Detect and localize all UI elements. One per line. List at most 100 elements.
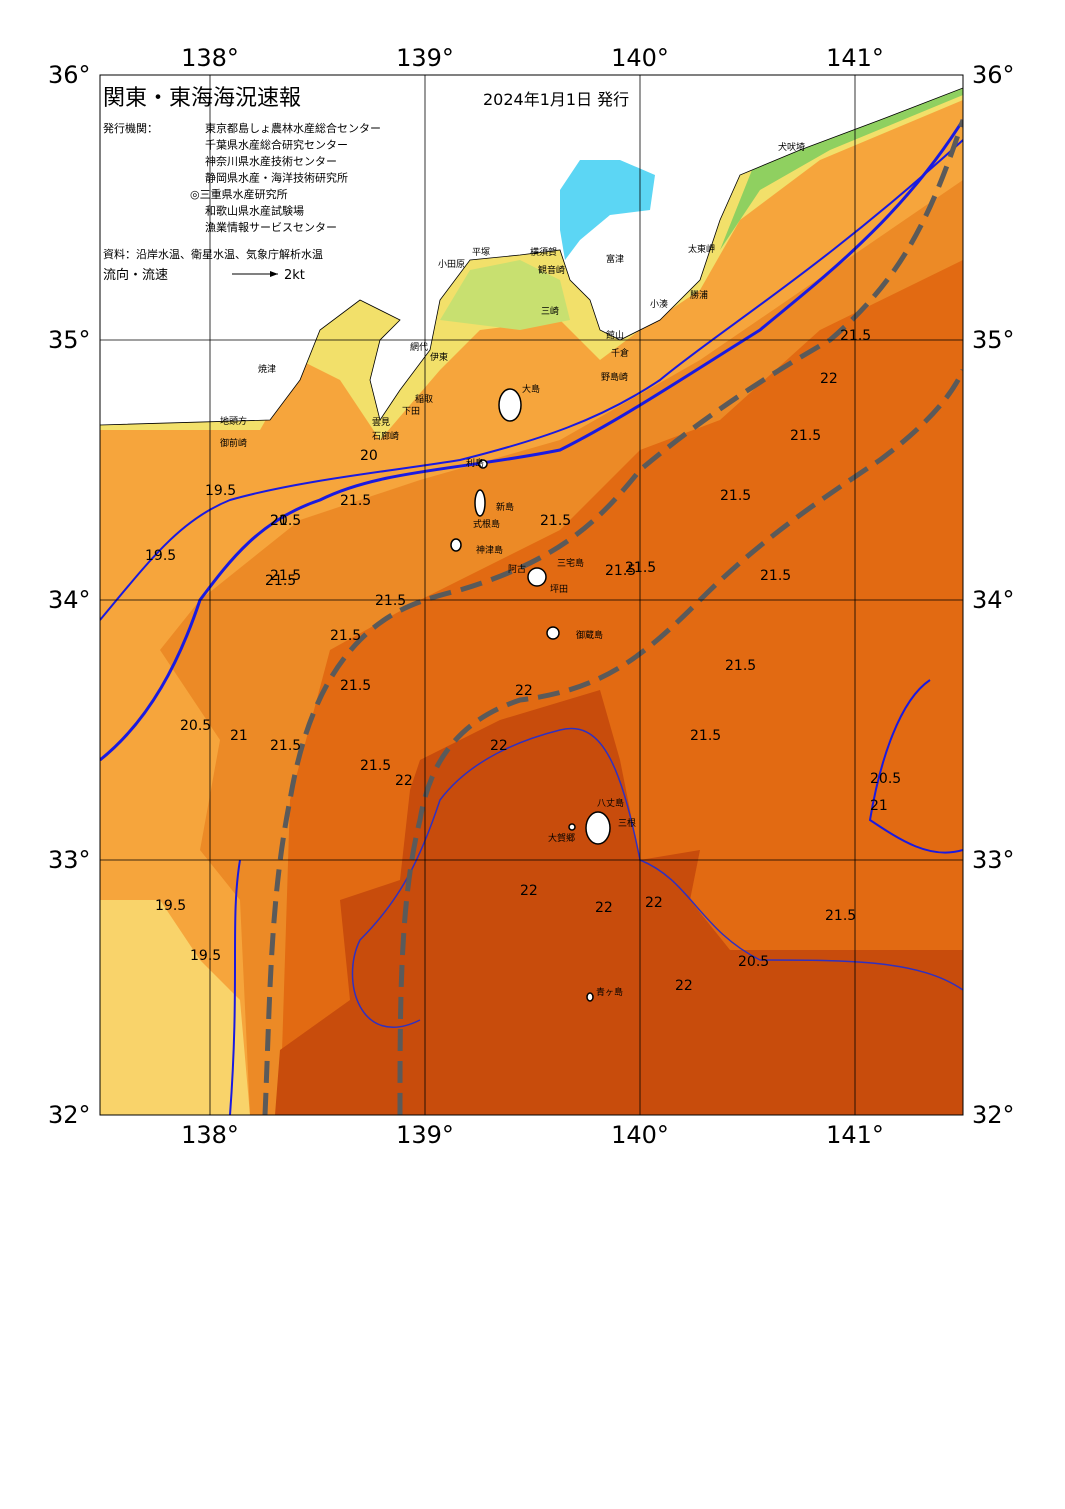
contour-label: 22 xyxy=(645,895,663,911)
place-name: 坪田 xyxy=(550,584,568,595)
latitude-label: 33° xyxy=(48,846,91,874)
contour-label: 21.5 xyxy=(720,488,751,504)
longitude-label: 138° xyxy=(181,44,239,72)
place-name: 観音崎 xyxy=(538,264,565,276)
place-name: 青ヶ島 xyxy=(596,986,623,998)
cool-water xyxy=(100,900,250,1115)
place-name: 地頭方 xyxy=(220,415,247,427)
longitude-label: 140° xyxy=(611,1121,669,1149)
islands xyxy=(450,388,611,1002)
place-name: 三崎 xyxy=(541,305,559,317)
latitude-label: 33° xyxy=(972,846,1015,874)
longitude-label: 141° xyxy=(826,1121,884,1149)
contour-label: 21.5 xyxy=(605,563,636,579)
contour-label: 21.5 xyxy=(690,728,721,744)
contour-label: 21.5 xyxy=(540,513,571,529)
contour-label: 21 xyxy=(230,728,248,744)
contour-label: 22 xyxy=(595,900,613,916)
place-name: 雲見 xyxy=(372,417,390,428)
place-name: 式根島 xyxy=(473,518,500,530)
issuers-label: 発行機関： xyxy=(103,121,158,135)
place-name: 八丈島 xyxy=(597,797,624,809)
legend-label: 流向・流速 xyxy=(103,267,168,283)
issuer: 静岡県水産・海洋技術研究所 xyxy=(205,171,348,185)
issue-date: 2024年1月1日 発行 xyxy=(483,90,629,109)
contour-label: 21.5 xyxy=(265,573,296,589)
contour-label: 19.5 xyxy=(205,483,236,499)
place-name: 御蔵島 xyxy=(576,629,603,641)
issuer: 漁業情報サービスセンター xyxy=(205,220,337,234)
longitude-label: 139° xyxy=(396,1121,454,1149)
place-name: 千倉 xyxy=(611,347,629,359)
issuer: ◎三重県水産研究所 xyxy=(190,187,288,201)
place-name: 犬吠埼 xyxy=(778,141,805,153)
contour-label: 21.5 xyxy=(790,428,821,444)
contour-label: 21 xyxy=(870,798,888,814)
contour-label: 20.5 xyxy=(270,513,301,529)
data-source: 資料：沿岸水温、衛星水温、気象庁解析水温 xyxy=(103,247,323,261)
contour-label: 20.5 xyxy=(180,718,211,734)
contour-label: 19.5 xyxy=(145,548,176,564)
latitude-label: 32° xyxy=(48,1101,91,1129)
place-name: 網代 xyxy=(410,341,428,353)
map-frame xyxy=(99,74,964,1116)
contour-label: 22 xyxy=(515,683,533,699)
contour-label: 20 xyxy=(360,448,378,464)
latitude-label: 34° xyxy=(48,586,91,614)
contour-label: 21 xyxy=(270,513,288,529)
contour-label: 21.5 xyxy=(760,568,791,584)
contour-label: 20.5 xyxy=(870,771,901,787)
place-name: 勝浦 xyxy=(690,289,708,301)
isotherm-line xyxy=(229,679,963,1115)
latitude-label: 36° xyxy=(972,61,1015,89)
place-name: 稲取 xyxy=(415,393,433,405)
place-name: 小湊 xyxy=(650,298,668,310)
place-name: 野島崎 xyxy=(601,371,628,383)
place-name: 焼津 xyxy=(258,364,276,375)
place-name: 太東岬 xyxy=(688,243,715,255)
contour-label: 21.5 xyxy=(375,593,406,609)
place-name: 大賀郷 xyxy=(548,832,575,844)
contour-label: 21.5 xyxy=(340,493,371,509)
place-name: 利島 xyxy=(466,457,484,469)
place-name: 下田 xyxy=(402,406,420,417)
issuer: 和歌山県水産試験場 xyxy=(205,204,304,218)
contour-label: 21.5 xyxy=(330,628,361,644)
contour-label: 22 xyxy=(395,773,413,789)
contour-label: 21.5 xyxy=(340,678,371,694)
place-name: 御前崎 xyxy=(220,437,247,449)
land xyxy=(100,75,963,426)
place-name: 大島 xyxy=(522,383,540,395)
latitude-label: 35° xyxy=(972,326,1015,354)
contour-label: 22 xyxy=(820,371,838,387)
place-name: 石廊崎 xyxy=(372,430,399,442)
tokyo-bay xyxy=(560,160,655,260)
place-name: 伊東 xyxy=(430,351,448,363)
place-name: 富津 xyxy=(606,253,624,265)
place-name: 横須賀 xyxy=(530,246,557,258)
sagami-water xyxy=(440,260,570,330)
kuroshio-axis xyxy=(397,369,963,1115)
contour-label: 21.5 xyxy=(825,908,856,924)
latitude-label: 36° xyxy=(48,61,91,89)
contour-label: 21.5 xyxy=(625,560,656,576)
kuroshio-axis xyxy=(262,119,963,1115)
contour-label: 21.5 xyxy=(270,738,301,754)
issuer: 神奈川県水産技術センター xyxy=(205,154,337,168)
longitude-label: 141° xyxy=(826,44,884,72)
ocean-warmest xyxy=(275,690,963,1115)
title: 関東・東海海況速報 xyxy=(103,86,301,111)
graticule xyxy=(100,75,963,1115)
contour-label: 22 xyxy=(675,978,693,994)
contour-label: 21.5 xyxy=(725,658,756,674)
latitude-label: 34° xyxy=(972,586,1015,614)
issuer: 東京都島しょ農林水産総合センター xyxy=(205,121,381,135)
isotherm-line xyxy=(100,139,963,621)
contour-label: 21.5 xyxy=(840,328,871,344)
legend-arrowhead xyxy=(270,271,278,277)
latitude-label: 32° xyxy=(972,1101,1015,1129)
longitude-label: 140° xyxy=(611,44,669,72)
isotherm-line xyxy=(351,727,963,1028)
contour-label: 21.5 xyxy=(270,568,301,584)
